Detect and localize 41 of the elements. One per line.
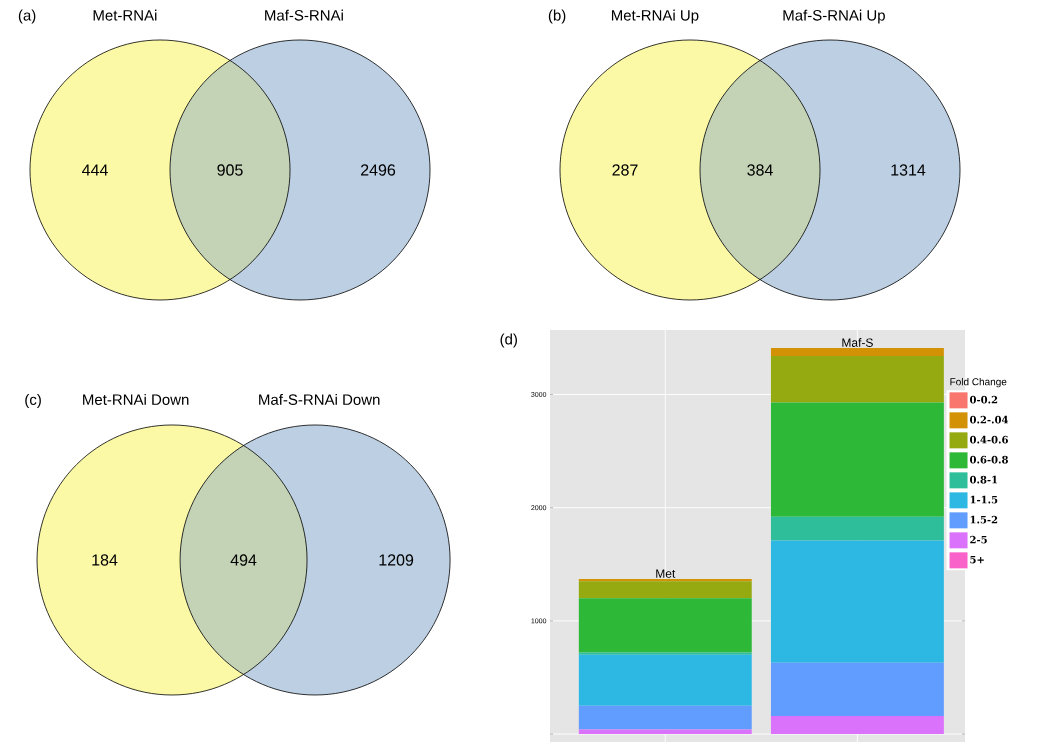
category-label: Met-RNAi Up: [611, 9, 699, 24]
x-tick-label: Met: [656, 569, 676, 578]
data-label: 2496: [361, 164, 396, 176]
category-label: Met-RNAi Down: [83, 393, 189, 405]
bar: [770, 716, 944, 735]
legend-title: Fold Change: [950, 378, 1007, 388]
text: (c): [25, 393, 41, 408]
bar: [770, 662, 944, 717]
data-label: 905: [217, 164, 243, 176]
bar: [770, 356, 944, 403]
legend-label: 0.2-.04: [970, 415, 1009, 424]
x-tick-label: Maf-S: [842, 338, 873, 347]
category-label: Maf-S-RNAi Up: [783, 9, 885, 24]
legend-label: 1.5-2: [970, 515, 998, 524]
data-label: 494: [230, 554, 257, 566]
data-label: 384: [747, 164, 773, 176]
legend-label: 0.8-1: [970, 475, 998, 484]
bar: [578, 581, 752, 599]
legend-label: 0.4-0.6: [970, 435, 1008, 444]
data-label: 1314: [891, 164, 926, 176]
data-label: 287: [612, 164, 638, 176]
bar: [770, 516, 944, 541]
chart-title: (d): [500, 333, 517, 348]
text: (b): [548, 9, 566, 24]
category-label: Maf-S-RNAi Down: [259, 393, 380, 405]
legend-label: 0-0.2: [970, 395, 998, 404]
bar: [770, 540, 944, 663]
bar: [578, 705, 752, 730]
legend-label: 2-5: [970, 535, 987, 544]
data-label: 184: [92, 554, 118, 566]
bar: [770, 348, 944, 357]
bar: [578, 654, 752, 706]
category-label: Met-RNAi: [93, 9, 157, 21]
data-label: 1209: [379, 554, 414, 566]
legend-label: 1-1.5: [970, 495, 998, 504]
category-label: Maf-S-RNAi: [265, 9, 343, 21]
text: (a): [18, 9, 36, 24]
legend-label: 0.6-0.8: [970, 455, 1008, 464]
legend-label: 5+: [970, 556, 984, 564]
bar: [578, 598, 752, 653]
data-label: 444: [82, 164, 108, 176]
